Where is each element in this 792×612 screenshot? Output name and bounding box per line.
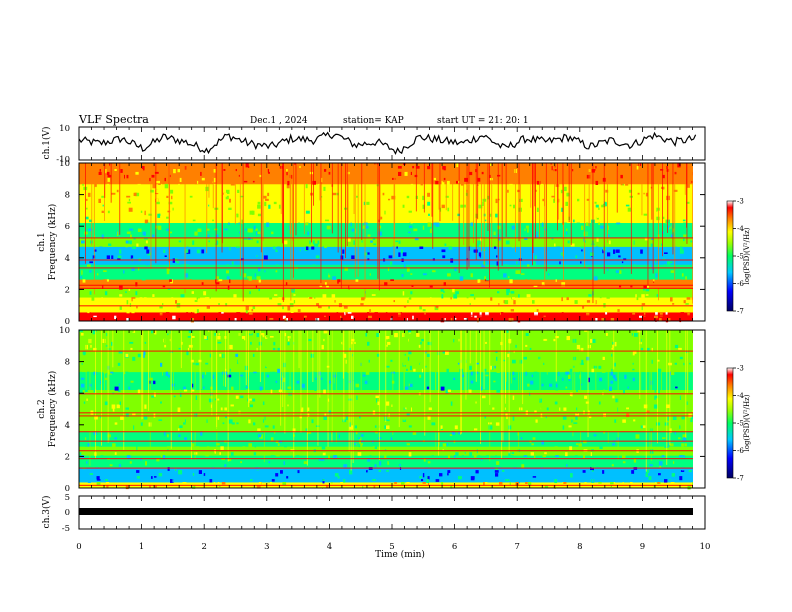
colorbar-ch2-tick--7: -7 xyxy=(737,475,744,483)
spec1-ytick-2: 2 xyxy=(65,285,70,295)
spec1-ytick-0: 0 xyxy=(65,317,70,327)
xtick-5: 5 xyxy=(389,542,394,552)
figure-title: VLF Spectra xyxy=(78,113,149,126)
ch3-ylabel: ch.3(V) xyxy=(41,496,52,529)
ch1-ytick-top: 10 xyxy=(59,124,70,134)
xtick-0: 0 xyxy=(76,542,81,552)
xtick-9: 9 xyxy=(640,542,645,552)
ch3-ytick-mid: 0 xyxy=(65,508,70,518)
colorbar-ch2 xyxy=(726,367,734,479)
spec2-ylabel-freq: Frequency (kHz) xyxy=(47,371,58,448)
colorbar-ch1 xyxy=(726,200,734,312)
waveform-ch3-line xyxy=(79,508,693,515)
colorbar-ch1-tick--3: -3 xyxy=(737,198,744,206)
colorbar-ch2-tick--4: -4 xyxy=(737,392,744,400)
waveform-ch1-panel: 10 -10 ch.1(V) xyxy=(41,124,706,165)
start-time-label: start UT = 21: 20: 1 xyxy=(437,116,529,126)
colorbar-ch1-tick--6: -6 xyxy=(737,280,744,288)
xtick-4: 4 xyxy=(327,542,332,552)
spec1-ytick-10: 10 xyxy=(59,159,70,169)
xtick-1: 1 xyxy=(139,542,144,552)
colorbar-ch1-tick--4: -4 xyxy=(737,225,744,233)
colorbar-ch2-label: log(PSD)(V²/Hz) xyxy=(743,394,751,451)
xtick-8: 8 xyxy=(577,542,582,552)
date-label: Dec.1 , 2024 xyxy=(250,116,308,126)
spec1-ytick-8: 8 xyxy=(65,191,70,201)
colorbar-ch1-label: log(PSD)(V²/Hz) xyxy=(743,227,751,284)
spec1-ytick-4: 4 xyxy=(65,254,70,264)
spec2-ytick-4: 4 xyxy=(65,421,70,431)
x-axis-label: Time (min) xyxy=(375,549,425,560)
spec2-ytick-0: 0 xyxy=(65,484,70,494)
station-label: station= KAP xyxy=(343,116,404,126)
colorbar-ch2-tick--5: -5 xyxy=(737,420,744,428)
spec2-ytick-8: 8 xyxy=(65,358,70,368)
colorbar-ch2-tick--3: -3 xyxy=(737,365,744,373)
spec1-ylabel-freq: Frequency (kHz) xyxy=(47,204,58,281)
spec2-ytick-6: 6 xyxy=(65,389,70,399)
xtick-2: 2 xyxy=(201,542,206,552)
spectrogram-ch1-image xyxy=(79,163,705,323)
spec2-ytick-10: 10 xyxy=(59,326,70,336)
colorbar-ch1-tick--7: -7 xyxy=(737,308,744,316)
ch1-ytick-bottom: -10 xyxy=(56,155,70,165)
xtick-6: 6 xyxy=(452,542,457,552)
spec1-ytick-6: 6 xyxy=(65,222,70,232)
xtick-10: 10 xyxy=(700,542,711,552)
spec2-ytick-2: 2 xyxy=(65,452,70,462)
waveform-ch3-panel: 5 0 -5 ch.3(V) xyxy=(41,493,706,534)
spec1-ylabel-ch: ch.1 xyxy=(37,232,47,251)
ch1-ylabel: ch.1(V) xyxy=(41,127,52,160)
xtick-3: 3 xyxy=(264,542,269,552)
waveform-ch1-line xyxy=(78,131,697,156)
spec2-ylabel-ch: ch.2 xyxy=(37,399,47,418)
xtick-7: 7 xyxy=(514,542,519,552)
time-axis: 0 1 2 3 4 5 6 7 8 9 10 xyxy=(76,127,710,552)
spectrogram-ch2-image xyxy=(79,330,705,490)
colorbar-ch2-tick--6: -6 xyxy=(737,447,744,455)
ch3-ytick-top: 5 xyxy=(65,493,70,503)
ch3-ytick-bottom: -5 xyxy=(62,524,70,534)
colorbar-ch1-tick--5: -5 xyxy=(737,253,744,261)
